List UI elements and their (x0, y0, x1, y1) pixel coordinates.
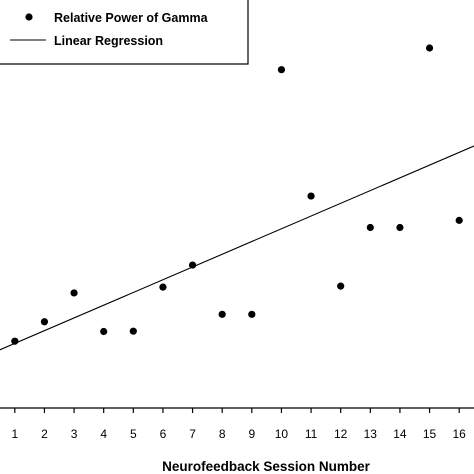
x-axis-title: Neurofeedback Session Number (162, 459, 371, 474)
data-point (70, 289, 78, 297)
x-tick-label: 2 (41, 427, 48, 441)
data-point (248, 310, 256, 318)
legend-label-line: Linear Regression (54, 34, 163, 48)
x-tick-label: 4 (100, 427, 107, 441)
legend-label-scatter: Relative Power of Gamma (54, 11, 209, 25)
x-tick-label: 12 (334, 427, 348, 441)
x-tick-label: 5 (130, 427, 137, 441)
x-tick-label: 1 (11, 427, 18, 441)
data-point (277, 66, 286, 74)
x-tick-label: 6 (160, 427, 167, 441)
legend: Relative Power of Gamma Linear Regressio… (0, 0, 249, 65)
x-tick-label: 8 (219, 427, 226, 441)
data-point (425, 44, 434, 52)
data-point (218, 310, 226, 318)
x-tick-label: 9 (248, 427, 255, 441)
x-tick-label: 14 (393, 427, 407, 441)
x-tick-label: 11 (305, 427, 318, 441)
data-point (396, 223, 404, 232)
data-point (159, 283, 167, 291)
x-tick-label: 10 (275, 427, 289, 441)
regression-line (0, 145, 474, 351)
data-point (129, 327, 137, 335)
data-point (188, 261, 197, 269)
x-tick-label: 15 (423, 427, 437, 441)
data-point (455, 216, 463, 224)
x-tick-label: 7 (189, 427, 196, 441)
data-point (337, 282, 345, 290)
x-tick-label: 3 (71, 427, 78, 441)
x-axis: 1 2 3 4 5 6 7 8 9 10 11 12 13 14 15 16 (0, 407, 474, 441)
x-tick-label: 16 (453, 427, 467, 441)
plot-area (0, 44, 474, 351)
data-point (366, 223, 374, 232)
data-point (307, 192, 315, 200)
data-point (40, 318, 49, 326)
data-point (100, 327, 108, 336)
x-tick-label: 13 (364, 427, 378, 441)
legend-marker-scatter (25, 13, 33, 21)
legend-box (0, 0, 249, 65)
data-point (11, 337, 19, 345)
